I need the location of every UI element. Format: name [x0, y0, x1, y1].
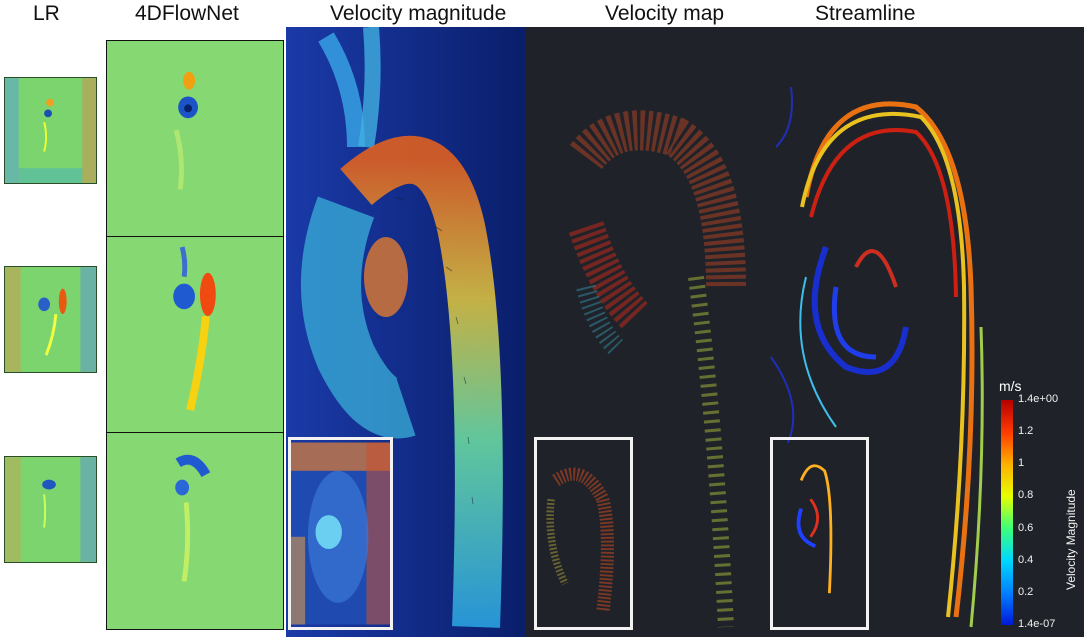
velocity-map-inset	[534, 437, 633, 630]
colorbar-tick: 0.8	[1018, 489, 1034, 502]
colorbar-gradient	[1001, 400, 1013, 625]
streamline-render	[766, 27, 1084, 637]
fourdflownet-slice-3	[106, 432, 284, 630]
lr-slice-3	[4, 456, 97, 563]
colorbar-tick: 1	[1018, 457, 1025, 470]
velocity-magnitude-inset	[288, 437, 393, 630]
fourdflownet-slice-2	[106, 236, 284, 433]
colorbar-tick: 0.2	[1018, 585, 1034, 598]
header-lr: LR	[33, 2, 60, 25]
lr-slice-2	[4, 266, 97, 373]
colorbar-tick: 0.6	[1018, 521, 1034, 534]
streamline-inset	[770, 437, 869, 630]
lr-slice-1	[4, 77, 97, 184]
header-velocity-magnitude: Velocity magnitude	[330, 2, 507, 25]
fourdflownet-slice-1	[106, 40, 284, 237]
colorbar-tick: 1.2	[1018, 425, 1034, 438]
header-velocity-map: Velocity map	[605, 2, 725, 25]
header-4dflownet: 4DFlowNet	[135, 2, 239, 25]
header-streamline: Streamline	[815, 2, 916, 25]
colorbar-tick: 0.4	[1018, 553, 1034, 566]
colorbar-tick: 1.4e+00	[1018, 393, 1059, 405]
colorbar-tick: 1.4e-07	[1018, 618, 1056, 630]
colorbar-label: Velocity Magnitude	[1064, 489, 1078, 590]
colorbar-unit: m/s	[999, 378, 1022, 394]
